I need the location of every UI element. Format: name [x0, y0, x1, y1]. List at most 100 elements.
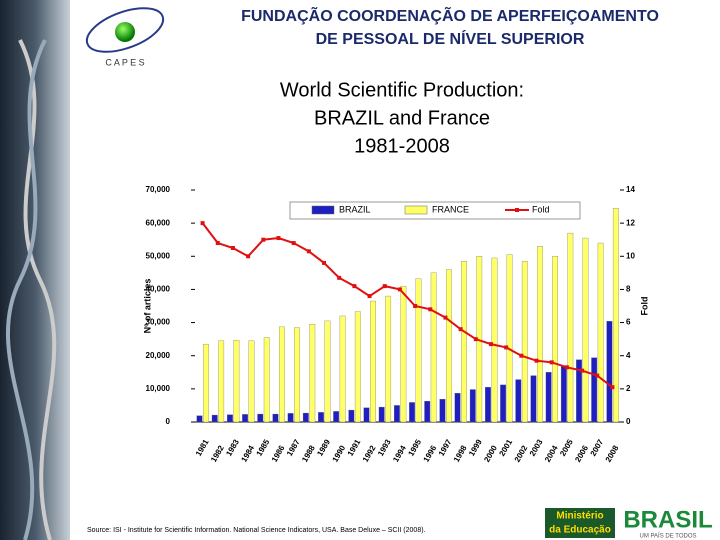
- bar: [597, 242, 604, 423]
- bar: [378, 406, 385, 423]
- marker: [610, 385, 615, 390]
- ministry-text: Ministério: [556, 511, 603, 522]
- y-tick-label: 60,000: [146, 218, 171, 227]
- bar: [430, 272, 437, 423]
- bar: [606, 321, 613, 423]
- bar: [545, 372, 552, 423]
- bar: [287, 413, 294, 423]
- bar: [370, 300, 376, 423]
- marker: [473, 337, 478, 342]
- y-tick-label: 70,000: [146, 185, 171, 194]
- bar: [248, 340, 255, 423]
- bar: [612, 208, 619, 423]
- bar: [227, 414, 233, 423]
- bar: [591, 357, 598, 423]
- legend-label: BRAZIL: [339, 204, 371, 214]
- legend-swatch: [515, 208, 519, 212]
- bar: [521, 261, 528, 423]
- helix: [18, 39, 57, 540]
- y-tick-label: 50,000: [146, 251, 171, 260]
- legend-swatch: [404, 205, 428, 215]
- y2-axis-label: Fold: [639, 297, 649, 316]
- marker: [306, 249, 311, 254]
- marker: [322, 260, 327, 265]
- bar: [257, 413, 264, 423]
- marker: [519, 353, 524, 358]
- bar: [485, 387, 491, 423]
- bar: [560, 365, 567, 423]
- header-title: FUNDAÇÃO COORDENAÇÃO DE APERFEIÇOAMENTO: [241, 5, 659, 25]
- legend: [289, 201, 581, 220]
- marker: [200, 221, 205, 226]
- bar: [294, 327, 300, 423]
- marker: [397, 287, 402, 292]
- bar: [469, 389, 476, 423]
- bar: [552, 256, 559, 423]
- line: [201, 222, 614, 388]
- legend-label: FRANCE: [432, 204, 469, 214]
- chart-title: BRAZIL and France: [314, 107, 490, 129]
- bar: [515, 379, 522, 423]
- y2-tick-label: 8: [626, 285, 631, 294]
- bar: [263, 337, 270, 423]
- y2-tick-label: 0: [626, 417, 631, 426]
- marker: [246, 254, 251, 259]
- marker: [382, 284, 387, 289]
- y2-tick-label: 14: [626, 185, 635, 194]
- marker: [443, 315, 448, 320]
- chart-title: 1981-2008: [354, 135, 450, 157]
- bar: [348, 409, 355, 423]
- marker: [534, 358, 539, 363]
- bar: [233, 339, 240, 423]
- bar: [500, 384, 507, 423]
- marker: [488, 342, 493, 347]
- marker: [337, 275, 342, 280]
- bar: [393, 405, 400, 423]
- marker: [458, 327, 463, 332]
- bar: [324, 320, 331, 423]
- bar: [400, 285, 407, 423]
- marker: [564, 365, 569, 370]
- y-tick-label: 0: [166, 417, 171, 426]
- bar: [309, 324, 316, 423]
- bar: [491, 257, 498, 423]
- marker: [367, 294, 372, 299]
- bar: [530, 375, 537, 423]
- logo-orbit: [85, 7, 165, 53]
- bar: [385, 295, 392, 423]
- bar: [242, 414, 248, 423]
- bar: [445, 269, 452, 423]
- header-title: DE PESSOAL DE NÍVEL SUPERIOR: [316, 29, 585, 48]
- bar: [196, 415, 203, 423]
- marker: [428, 307, 433, 312]
- bar: [537, 246, 543, 423]
- bar: [424, 400, 431, 423]
- y-tick-label: 20,000: [146, 351, 171, 360]
- bar: [582, 237, 589, 423]
- bar: [454, 393, 461, 423]
- bar: [363, 407, 370, 423]
- logo-globe: [115, 22, 135, 42]
- bar: [218, 340, 225, 423]
- bar: [211, 414, 218, 423]
- bar: [354, 311, 361, 423]
- marker: [595, 373, 600, 378]
- marker: [352, 284, 357, 289]
- bar: [279, 326, 285, 423]
- y-tick-label: 40,000: [146, 285, 171, 294]
- bar: [409, 402, 415, 423]
- marker: [580, 368, 585, 373]
- y-tick-label: 10,000: [146, 384, 171, 393]
- y-tick-label: 30,000: [146, 318, 171, 327]
- chart-title: World Scientific Production:: [280, 79, 524, 101]
- marker: [215, 241, 220, 246]
- y2-tick-label: 4: [626, 351, 631, 360]
- marker: [291, 241, 296, 246]
- helix: [5, 39, 47, 540]
- y2-tick-label: 2: [626, 384, 631, 393]
- bar: [318, 412, 324, 423]
- y2-tick-label: 12: [626, 218, 635, 227]
- bar: [567, 232, 574, 423]
- bar: [576, 359, 582, 423]
